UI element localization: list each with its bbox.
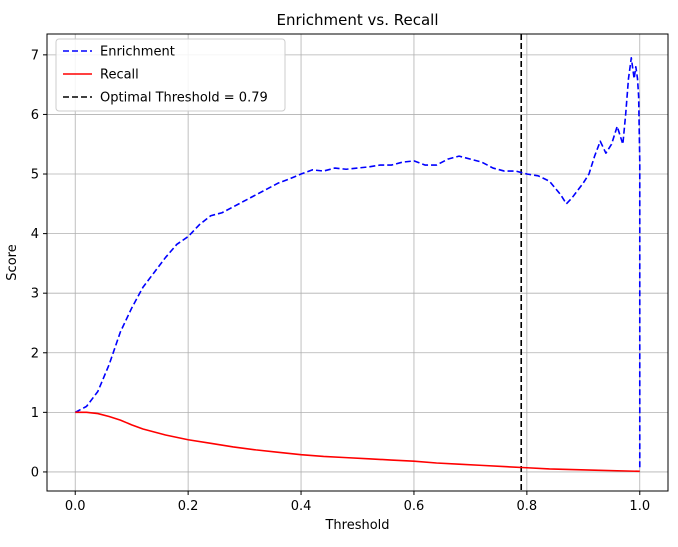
x-tick-label: 0.8: [517, 499, 538, 514]
y-tick-label: 4: [31, 227, 39, 242]
x-tick-label: 0.2: [178, 499, 199, 514]
chart-title: Enrichment vs. Recall: [276, 11, 438, 29]
legend-label-threshold: Optimal Threshold = 0.79: [100, 91, 268, 106]
x-tick-label: 0.6: [404, 499, 425, 514]
x-tick-label: 1.0: [629, 499, 650, 514]
y-tick-label: 0: [31, 465, 39, 480]
grid: [47, 34, 668, 491]
legend-label-recall: Recall: [100, 68, 139, 83]
x-axis-label: Threshold: [324, 518, 389, 533]
series-line-enrichment: [74, 57, 641, 471]
x-tick-label: 0.4: [291, 499, 312, 514]
legend: Enrichment Recall Optimal Threshold = 0.…: [55, 38, 286, 112]
y-tick-label: 7: [31, 48, 39, 63]
y-axis-label: Score: [5, 244, 20, 280]
x-tick-label: 0.0: [65, 499, 86, 514]
legend-box: [55, 38, 286, 112]
y-tick-label: 5: [31, 168, 39, 183]
y-tick-label: 1: [31, 406, 39, 421]
ticks: 0.0 0.2 0.4 0.6 0.8 1.0 0 1 2 3 4 5 6 7: [31, 48, 650, 514]
y-tick-label: 3: [31, 287, 39, 302]
y-tick-label: 6: [31, 108, 39, 123]
series-line-recall: [75, 411, 640, 473]
y-tick-label: 2: [31, 346, 39, 361]
plot-area-frame: [46, 33, 669, 492]
series-layer: [74, 57, 641, 473]
legend-label-enrichment: Enrichment: [100, 45, 175, 60]
